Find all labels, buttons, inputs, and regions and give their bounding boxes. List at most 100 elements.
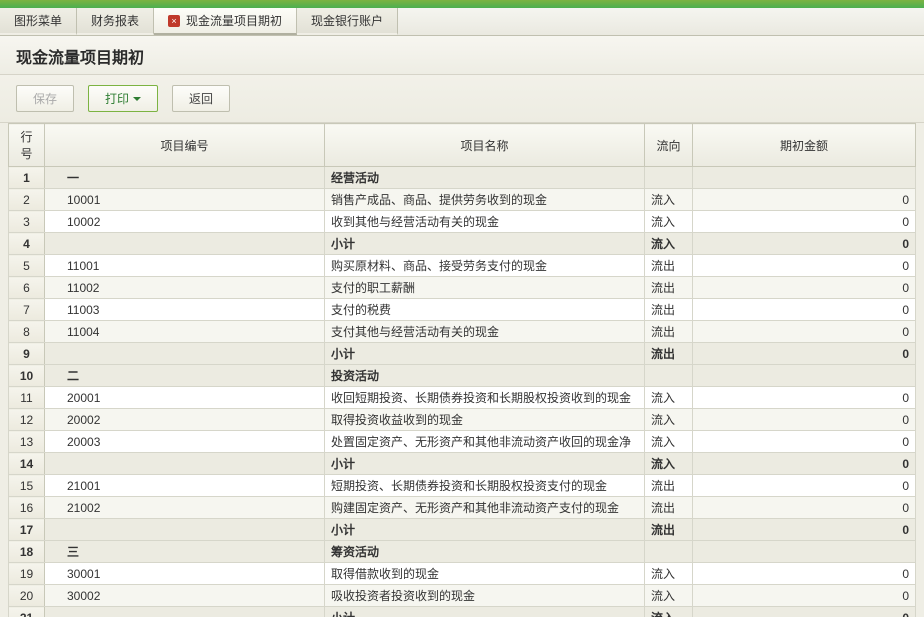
cell-name[interactable]: 投资活动 bbox=[325, 365, 645, 387]
cell-name[interactable]: 筹资活动 bbox=[325, 541, 645, 563]
close-icon[interactable]: × bbox=[168, 15, 180, 27]
cell-dir[interactable]: 流出 bbox=[645, 475, 693, 497]
table-row[interactable]: 1521001短期投资、长期债券投资和长期股权投资支付的现金流出0 bbox=[9, 475, 916, 497]
cell-dir[interactable]: 流出 bbox=[645, 497, 693, 519]
cell-code[interactable]: 一 bbox=[45, 167, 325, 189]
cell-name[interactable]: 短期投资、长期债券投资和长期股权投资支付的现金 bbox=[325, 475, 645, 497]
table-row[interactable]: 210001销售产成品、商品、提供劳务收到的现金流入0 bbox=[9, 189, 916, 211]
cell-name[interactable]: 支付其他与经营活动有关的现金 bbox=[325, 321, 645, 343]
tab-2[interactable]: ×现金流量项目期初 bbox=[154, 8, 297, 35]
table-row[interactable]: 9小计流出0 bbox=[9, 343, 916, 365]
cell-amount[interactable]: 0 bbox=[693, 409, 916, 431]
cell-dir[interactable]: 流入 bbox=[645, 453, 693, 475]
cell-dir[interactable]: 流入 bbox=[645, 233, 693, 255]
cell-amount[interactable]: 0 bbox=[693, 387, 916, 409]
cell-name[interactable]: 取得借款收到的现金 bbox=[325, 563, 645, 585]
cell-amount[interactable]: 0 bbox=[693, 585, 916, 607]
table-row[interactable]: 310002收到其他与经营活动有关的现金流入0 bbox=[9, 211, 916, 233]
cell-code[interactable]: 21001 bbox=[45, 475, 325, 497]
cell-code[interactable]: 21002 bbox=[45, 497, 325, 519]
cell-code[interactable] bbox=[45, 453, 325, 475]
col-dir[interactable]: 流向 bbox=[645, 124, 693, 167]
cell-code[interactable]: 11004 bbox=[45, 321, 325, 343]
cell-code[interactable] bbox=[45, 607, 325, 617]
cell-amount[interactable]: 0 bbox=[693, 475, 916, 497]
cell-amount[interactable]: 0 bbox=[693, 233, 916, 255]
table-row[interactable]: 1一经营活动 bbox=[9, 167, 916, 189]
cell-amount[interactable]: 0 bbox=[693, 453, 916, 475]
table-row[interactable]: 711003支付的税费流出0 bbox=[9, 299, 916, 321]
cell-dir[interactable] bbox=[645, 365, 693, 387]
cell-code[interactable]: 11003 bbox=[45, 299, 325, 321]
cell-dir[interactable]: 流出 bbox=[645, 299, 693, 321]
save-button[interactable]: 保存 bbox=[16, 85, 74, 112]
cell-name[interactable]: 处置固定资产、无形资产和其他非流动资产收回的现金净 bbox=[325, 431, 645, 453]
cell-dir[interactable]: 流入 bbox=[645, 387, 693, 409]
cell-dir[interactable]: 流出 bbox=[645, 343, 693, 365]
cell-name[interactable]: 小计 bbox=[325, 607, 645, 617]
table-row[interactable]: 4小计流入0 bbox=[9, 233, 916, 255]
cell-amount[interactable]: 0 bbox=[693, 519, 916, 541]
table-row[interactable]: 1930001取得借款收到的现金流入0 bbox=[9, 563, 916, 585]
cell-dir[interactable]: 流入 bbox=[645, 431, 693, 453]
cell-code[interactable]: 11001 bbox=[45, 255, 325, 277]
col-name[interactable]: 项目名称 bbox=[325, 124, 645, 167]
col-amount[interactable]: 期初金额 bbox=[693, 124, 916, 167]
cell-amount[interactable]: 0 bbox=[693, 277, 916, 299]
cell-code[interactable]: 20001 bbox=[45, 387, 325, 409]
cell-code[interactable]: 10001 bbox=[45, 189, 325, 211]
cell-dir[interactable]: 流入 bbox=[645, 409, 693, 431]
cell-name[interactable]: 购建固定资产、无形资产和其他非流动资产支付的现金 bbox=[325, 497, 645, 519]
table-container[interactable]: 行号 项目编号 项目名称 流向 期初金额 1一经营活动210001销售产成品、商… bbox=[0, 123, 924, 617]
cell-code[interactable] bbox=[45, 343, 325, 365]
cell-amount[interactable]: 0 bbox=[693, 563, 916, 585]
tab-1[interactable]: 财务报表 bbox=[77, 8, 154, 35]
cell-amount[interactable]: 0 bbox=[693, 607, 916, 617]
cell-name[interactable]: 经营活动 bbox=[325, 167, 645, 189]
cell-name[interactable]: 小计 bbox=[325, 453, 645, 475]
table-row[interactable]: 811004支付其他与经营活动有关的现金流出0 bbox=[9, 321, 916, 343]
cell-amount[interactable]: 0 bbox=[693, 431, 916, 453]
cell-amount[interactable] bbox=[693, 541, 916, 563]
cell-name[interactable]: 收回短期投资、长期债券投资和长期股权投资收到的现金 bbox=[325, 387, 645, 409]
cell-code[interactable] bbox=[45, 519, 325, 541]
cell-amount[interactable]: 0 bbox=[693, 343, 916, 365]
table-row[interactable]: 18三筹资活动 bbox=[9, 541, 916, 563]
cell-amount[interactable]: 0 bbox=[693, 189, 916, 211]
cell-name[interactable]: 收到其他与经营活动有关的现金 bbox=[325, 211, 645, 233]
table-row[interactable]: 2030002吸收投资者投资收到的现金流入0 bbox=[9, 585, 916, 607]
cell-code[interactable] bbox=[45, 233, 325, 255]
cell-code[interactable]: 30002 bbox=[45, 585, 325, 607]
cell-dir[interactable]: 流出 bbox=[645, 277, 693, 299]
cell-amount[interactable]: 0 bbox=[693, 321, 916, 343]
tab-0[interactable]: 图形菜单 bbox=[0, 8, 77, 35]
cell-code[interactable]: 二 bbox=[45, 365, 325, 387]
cell-code[interactable]: 20002 bbox=[45, 409, 325, 431]
cell-dir[interactable] bbox=[645, 167, 693, 189]
table-row[interactable]: 1220002取得投资收益收到的现金流入0 bbox=[9, 409, 916, 431]
cell-amount[interactable]: 0 bbox=[693, 497, 916, 519]
table-row[interactable]: 14小计流入0 bbox=[9, 453, 916, 475]
cell-name[interactable]: 销售产成品、商品、提供劳务收到的现金 bbox=[325, 189, 645, 211]
cell-code[interactable]: 11002 bbox=[45, 277, 325, 299]
cell-code[interactable]: 10002 bbox=[45, 211, 325, 233]
cell-code[interactable]: 30001 bbox=[45, 563, 325, 585]
cell-name[interactable]: 支付的税费 bbox=[325, 299, 645, 321]
cell-code[interactable]: 三 bbox=[45, 541, 325, 563]
col-code[interactable]: 项目编号 bbox=[45, 124, 325, 167]
table-row[interactable]: 1621002购建固定资产、无形资产和其他非流动资产支付的现金流出0 bbox=[9, 497, 916, 519]
table-row[interactable]: 611002支付的职工薪酬流出0 bbox=[9, 277, 916, 299]
table-row[interactable]: 511001购买原材料、商品、接受劳务支付的现金流出0 bbox=[9, 255, 916, 277]
print-button[interactable]: 打印 bbox=[88, 85, 158, 112]
cell-name[interactable]: 小计 bbox=[325, 343, 645, 365]
back-button[interactable]: 返回 bbox=[172, 85, 230, 112]
cell-amount[interactable] bbox=[693, 167, 916, 189]
cell-amount[interactable]: 0 bbox=[693, 299, 916, 321]
cell-name[interactable]: 小计 bbox=[325, 519, 645, 541]
table-row[interactable]: 10二投资活动 bbox=[9, 365, 916, 387]
cell-dir[interactable] bbox=[645, 541, 693, 563]
tab-3[interactable]: 现金银行账户 bbox=[297, 8, 398, 35]
cell-code[interactable]: 20003 bbox=[45, 431, 325, 453]
cell-dir[interactable]: 流出 bbox=[645, 519, 693, 541]
cell-dir[interactable]: 流入 bbox=[645, 563, 693, 585]
